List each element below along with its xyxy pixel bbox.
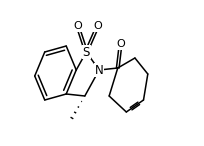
Text: O: O xyxy=(116,39,125,49)
Text: N: N xyxy=(95,64,103,77)
Text: O: O xyxy=(73,21,82,31)
Text: S: S xyxy=(83,46,90,59)
Text: O: O xyxy=(93,21,102,31)
